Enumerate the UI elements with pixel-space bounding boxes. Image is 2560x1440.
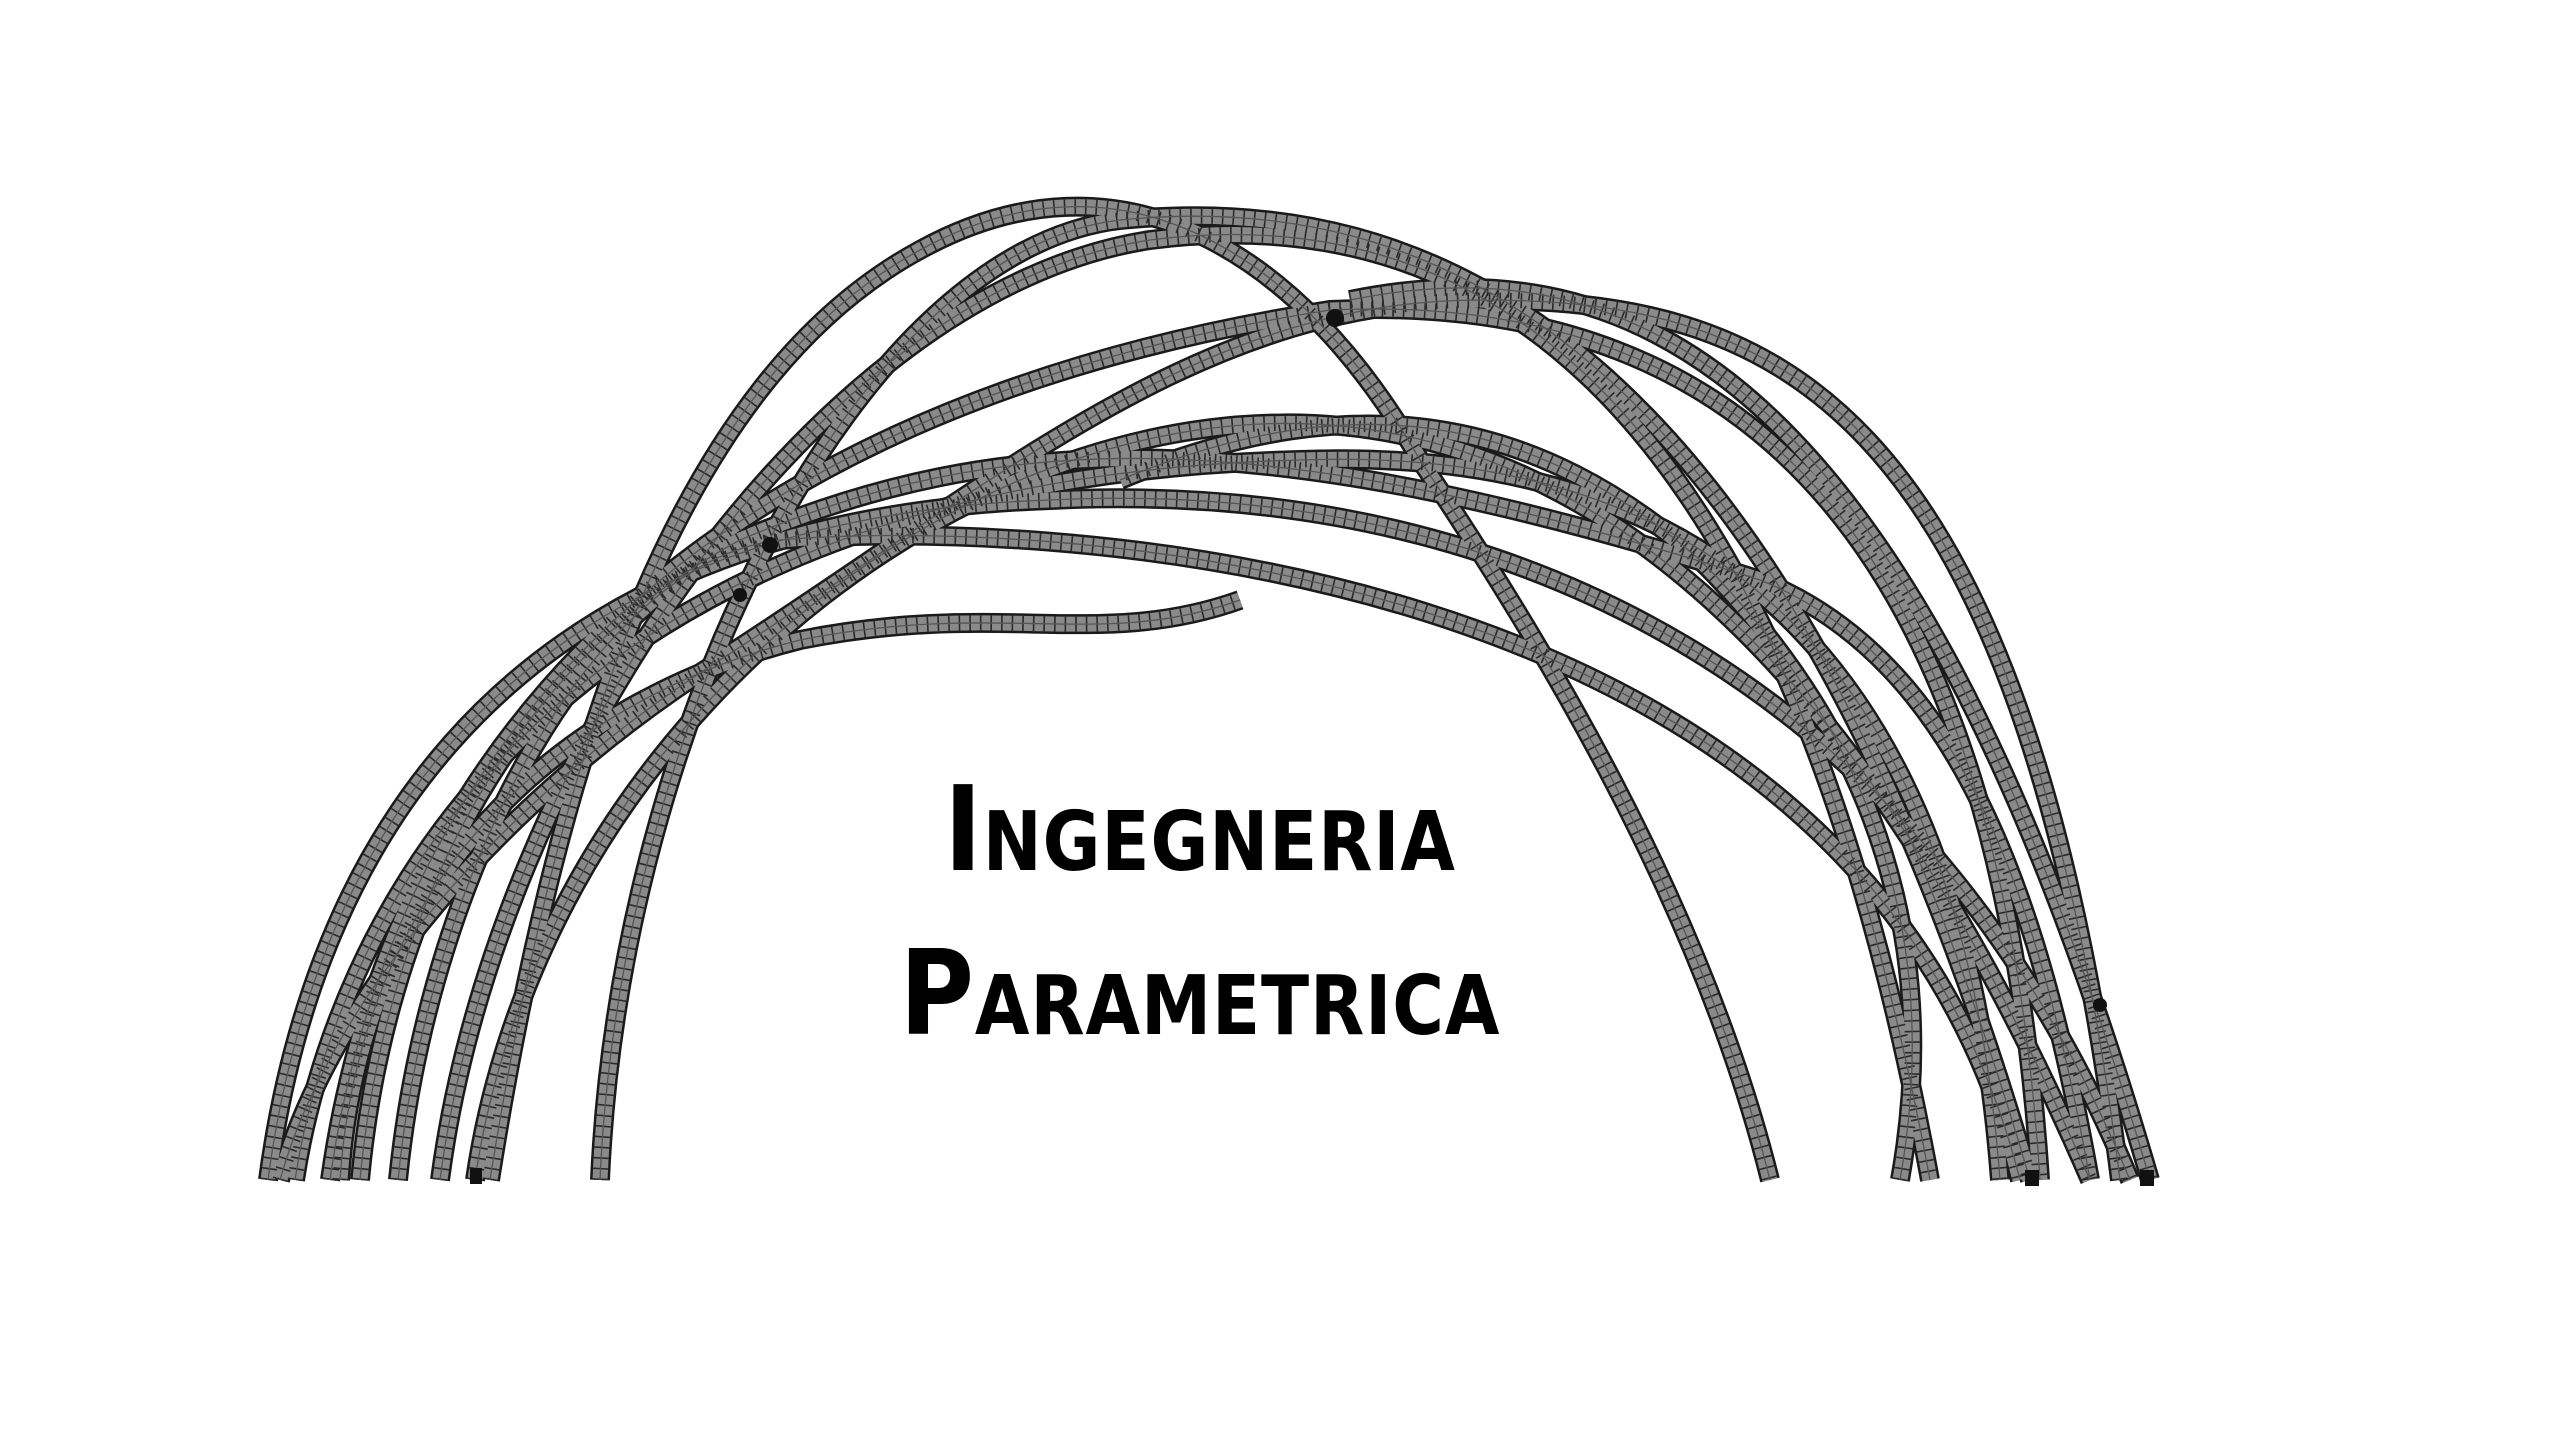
- title-line-2-initial: P: [899, 924, 975, 1062]
- title-line-1-initial: I: [944, 760, 983, 898]
- title-line-2-rest: ARAMETRICA: [974, 959, 1501, 1054]
- arch-tubes: [258, 196, 2160, 1186]
- title-block: INGEGNERIA PARAMETRICA: [0, 770, 2400, 1052]
- title-line-1-rest: NGEGNERIA: [982, 795, 1456, 890]
- title-line-2: PARAMETRICA: [168, 934, 2232, 1052]
- title-line-1: INGEGNERIA: [168, 770, 2232, 888]
